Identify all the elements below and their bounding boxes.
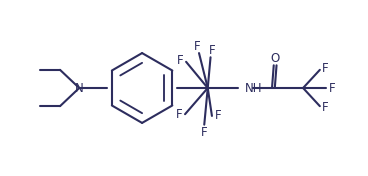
- Text: F: F: [322, 101, 329, 114]
- Text: F: F: [215, 109, 222, 122]
- Text: F: F: [194, 40, 201, 53]
- Text: F: F: [329, 81, 335, 95]
- Text: F: F: [201, 126, 208, 139]
- Text: N: N: [75, 81, 84, 95]
- Text: NH: NH: [245, 81, 262, 95]
- Text: F: F: [176, 108, 182, 121]
- Text: F: F: [322, 62, 329, 75]
- Text: O: O: [270, 52, 280, 65]
- Text: F: F: [209, 44, 216, 57]
- Text: F: F: [177, 54, 184, 67]
